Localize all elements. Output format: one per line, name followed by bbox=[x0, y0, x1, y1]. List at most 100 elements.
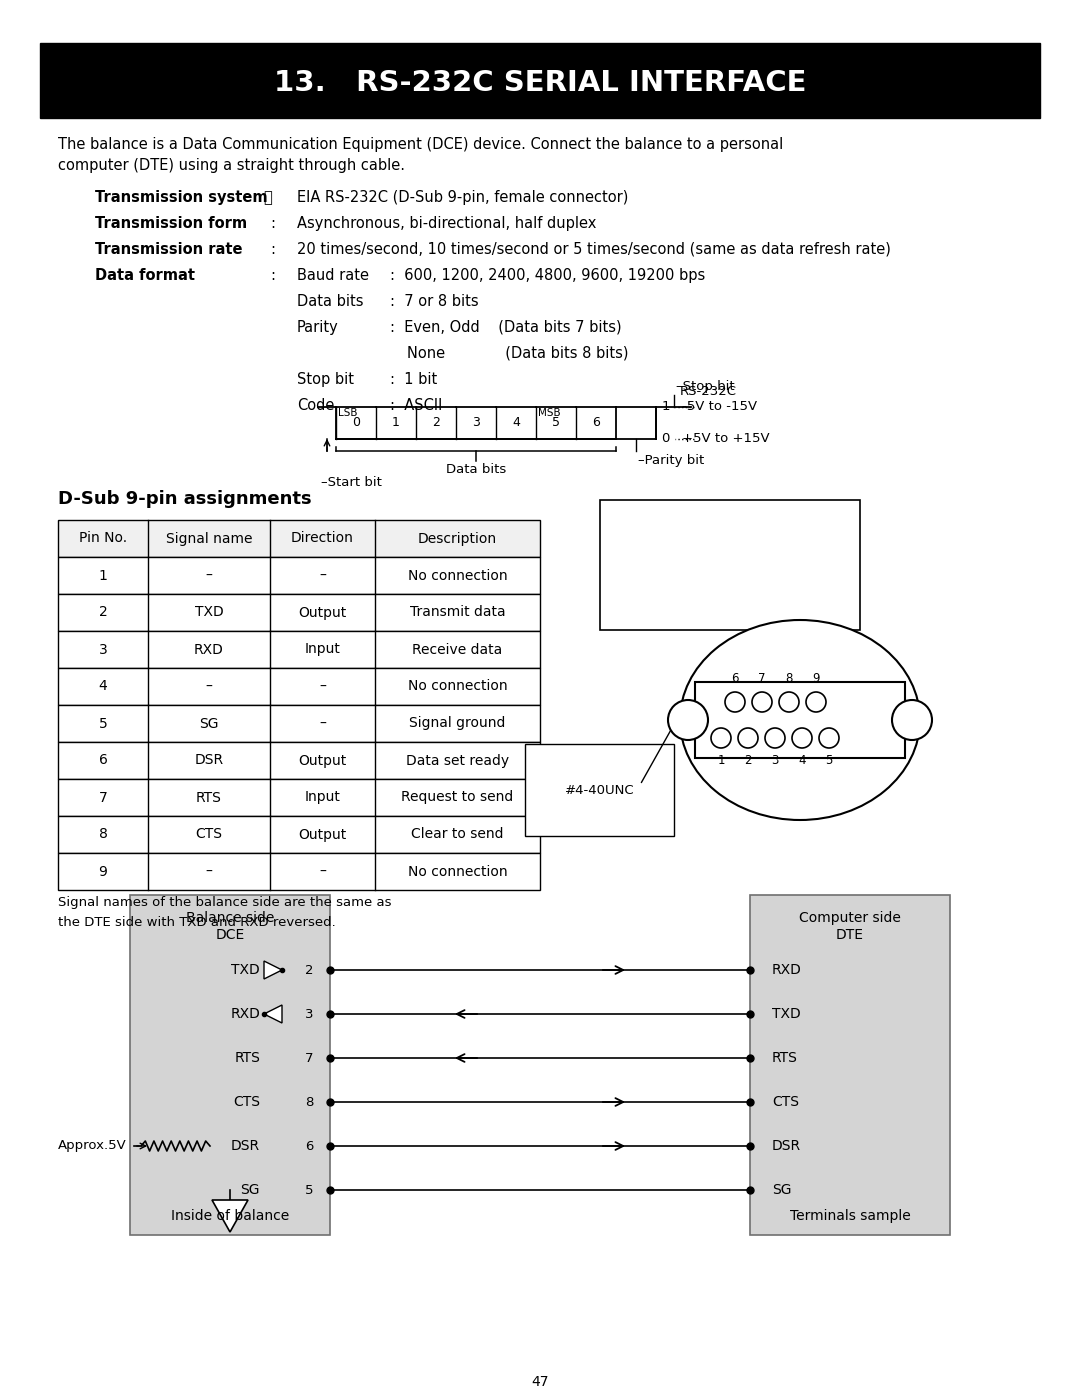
Text: –: – bbox=[319, 717, 326, 731]
Text: 3: 3 bbox=[771, 754, 779, 767]
Text: DTE: DTE bbox=[836, 928, 864, 942]
Text: Request to send: Request to send bbox=[402, 791, 514, 805]
Text: :: : bbox=[270, 217, 275, 231]
Text: Balance side: Balance side bbox=[186, 911, 274, 925]
Text: DCE: DCE bbox=[215, 928, 245, 942]
Text: Input: Input bbox=[305, 643, 340, 657]
Text: RTS: RTS bbox=[234, 1051, 260, 1065]
Circle shape bbox=[819, 728, 839, 747]
Text: CTS: CTS bbox=[195, 827, 222, 841]
Text: ：: ： bbox=[264, 190, 272, 205]
Text: Inside of balance: Inside of balance bbox=[171, 1208, 289, 1222]
Text: 5: 5 bbox=[552, 415, 561, 429]
Text: –: – bbox=[319, 569, 326, 583]
Text: Input: Input bbox=[305, 791, 340, 805]
Text: Baud rate: Baud rate bbox=[297, 268, 369, 284]
Text: –Start bit: –Start bit bbox=[321, 476, 382, 489]
Text: CTS: CTS bbox=[233, 1095, 260, 1109]
Text: #4-40UNC: #4-40UNC bbox=[565, 784, 635, 796]
Text: DSR: DSR bbox=[231, 1139, 260, 1153]
Text: Transmission form: Transmission form bbox=[95, 217, 247, 231]
Text: Data bits: Data bits bbox=[297, 293, 364, 309]
Text: None             (Data bits 8 bits): None (Data bits 8 bits) bbox=[407, 346, 629, 360]
Bar bbox=[58, 705, 540, 742]
Text: –: – bbox=[205, 569, 213, 583]
Text: Transmit data: Transmit data bbox=[409, 605, 505, 619]
Text: :  ASCII: : ASCII bbox=[390, 398, 443, 414]
Polygon shape bbox=[264, 1004, 282, 1023]
Text: 1: 1 bbox=[98, 569, 107, 583]
Text: 5: 5 bbox=[305, 1183, 313, 1196]
Text: :: : bbox=[270, 242, 275, 257]
Text: 4: 4 bbox=[798, 754, 806, 767]
Bar bbox=[600, 500, 860, 630]
Text: +5V to +15V: +5V to +15V bbox=[681, 433, 770, 446]
Text: RTS: RTS bbox=[772, 1051, 798, 1065]
Text: -5V to -15V: -5V to -15V bbox=[681, 401, 757, 414]
Text: 1: 1 bbox=[661, 401, 670, 414]
Polygon shape bbox=[264, 961, 282, 979]
Text: TXD: TXD bbox=[772, 1007, 800, 1021]
Bar bbox=[58, 520, 540, 557]
Text: 9: 9 bbox=[812, 672, 820, 685]
Text: Approx.5V: Approx.5V bbox=[58, 1140, 126, 1153]
Text: Output: Output bbox=[298, 827, 347, 841]
Text: 2: 2 bbox=[98, 605, 107, 619]
Text: –Stop bit: –Stop bit bbox=[675, 380, 734, 393]
Text: DSR: DSR bbox=[194, 753, 224, 767]
Text: Computer side: Computer side bbox=[799, 911, 901, 925]
Bar bbox=[750, 895, 950, 1235]
Text: Data bits: Data bits bbox=[446, 462, 507, 476]
Text: SG: SG bbox=[199, 717, 219, 731]
Text: TXD: TXD bbox=[231, 963, 260, 977]
Bar bbox=[58, 668, 540, 705]
Text: 8: 8 bbox=[785, 672, 793, 685]
Circle shape bbox=[806, 692, 826, 712]
Text: MSB: MSB bbox=[538, 408, 561, 418]
Text: 1: 1 bbox=[392, 415, 400, 429]
Text: 0: 0 bbox=[352, 415, 360, 429]
Text: –: – bbox=[319, 865, 326, 879]
Circle shape bbox=[765, 728, 785, 747]
Text: 6: 6 bbox=[731, 672, 739, 685]
Text: No connection: No connection bbox=[407, 865, 508, 879]
Text: TXD: TXD bbox=[194, 605, 224, 619]
Text: :  Even, Odd    (Data bits 7 bits): : Even, Odd (Data bits 7 bits) bbox=[390, 320, 622, 335]
Text: Description: Description bbox=[418, 531, 497, 545]
Bar bbox=[40, 43, 1040, 117]
Text: :: : bbox=[270, 268, 275, 284]
Text: 47: 47 bbox=[531, 1375, 549, 1389]
Circle shape bbox=[725, 692, 745, 712]
Text: Transmission rate: Transmission rate bbox=[95, 242, 243, 257]
Text: 6: 6 bbox=[592, 415, 599, 429]
Text: Direction: Direction bbox=[292, 531, 354, 545]
Text: Output: Output bbox=[298, 605, 347, 619]
Text: 8: 8 bbox=[98, 827, 107, 841]
Text: computer (DTE) using a straight through cable.: computer (DTE) using a straight through … bbox=[58, 158, 405, 173]
Circle shape bbox=[779, 692, 799, 712]
Text: Transmission system: Transmission system bbox=[95, 190, 268, 205]
Text: –Parity bit: –Parity bit bbox=[638, 454, 704, 467]
Text: 20 times/second, 10 times/second or 5 times/second (same as data refresh rate): 20 times/second, 10 times/second or 5 ti… bbox=[297, 242, 891, 257]
Text: No connection: No connection bbox=[407, 679, 508, 693]
Text: :  1 bit: : 1 bit bbox=[390, 372, 437, 387]
Text: 3: 3 bbox=[305, 1007, 313, 1020]
Text: 3: 3 bbox=[98, 643, 107, 657]
Text: Parity: Parity bbox=[297, 320, 339, 335]
Text: EIA RS-232C (D-Sub 9-pin, female connector): EIA RS-232C (D-Sub 9-pin, female connect… bbox=[297, 190, 629, 205]
Text: RXD: RXD bbox=[230, 1007, 260, 1021]
Text: 6: 6 bbox=[98, 753, 107, 767]
Circle shape bbox=[738, 728, 758, 747]
Text: 2: 2 bbox=[432, 415, 440, 429]
Text: Data set ready: Data set ready bbox=[406, 753, 509, 767]
Text: Output: Output bbox=[298, 753, 347, 767]
Text: Signal name: Signal name bbox=[165, 531, 253, 545]
Bar bbox=[58, 594, 540, 631]
Text: D-Sub 9-pin assignments: D-Sub 9-pin assignments bbox=[58, 490, 312, 509]
Text: –: – bbox=[319, 679, 326, 693]
Text: RS-232C: RS-232C bbox=[680, 386, 737, 398]
Text: No connection: No connection bbox=[407, 569, 508, 583]
Text: Receive data: Receive data bbox=[413, 643, 502, 657]
Circle shape bbox=[711, 728, 731, 747]
Text: Pin No.: Pin No. bbox=[79, 531, 127, 545]
